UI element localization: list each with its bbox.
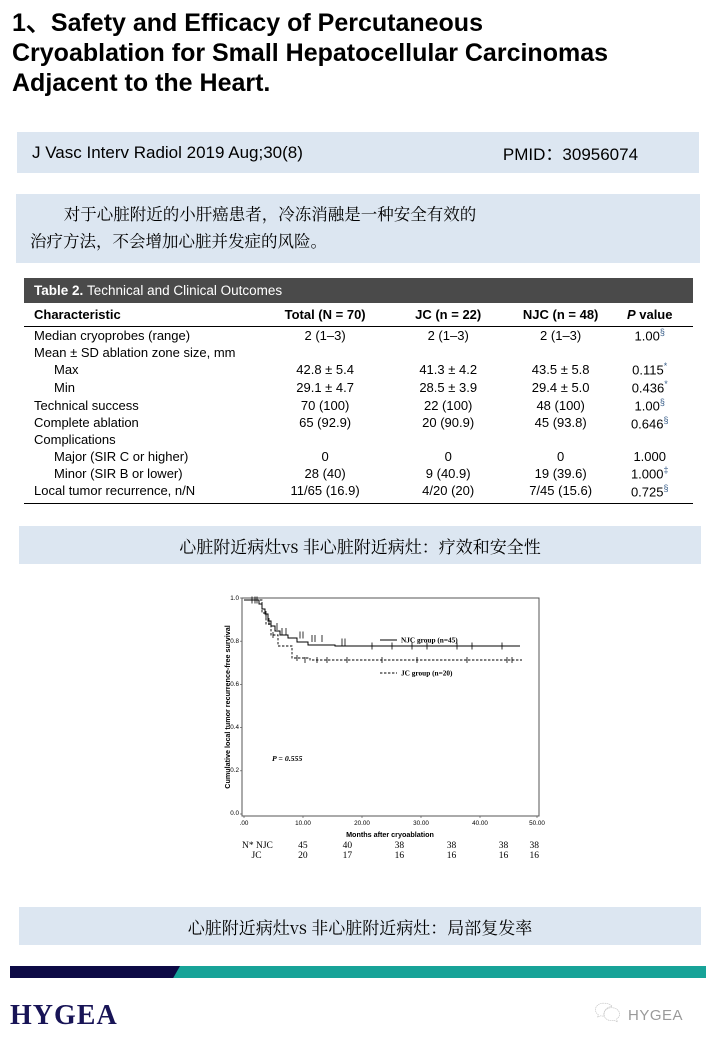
svg-text:0.0: 0.0 bbox=[230, 810, 239, 817]
svg-text:JC group (n=20): JC group (n=20) bbox=[401, 669, 453, 678]
svg-text:50.00: 50.00 bbox=[529, 820, 545, 827]
svg-text:10.00: 10.00 bbox=[295, 820, 311, 827]
svg-text:.00: .00 bbox=[240, 820, 249, 827]
svg-text:P = 0.555: P = 0.555 bbox=[272, 754, 302, 763]
svg-text:20.00: 20.00 bbox=[354, 820, 370, 827]
svg-text:Months after cryoablation: Months after cryoablation bbox=[346, 830, 434, 839]
svg-text:40.00: 40.00 bbox=[472, 820, 488, 827]
svg-text:NJC group (n=45): NJC group (n=45) bbox=[401, 636, 458, 645]
svg-text:30.00: 30.00 bbox=[413, 820, 429, 827]
svg-text:1.0: 1.0 bbox=[230, 595, 239, 602]
svg-text:Cumulative local tumor recurre: Cumulative local tumor recurrence-free s… bbox=[223, 625, 232, 788]
